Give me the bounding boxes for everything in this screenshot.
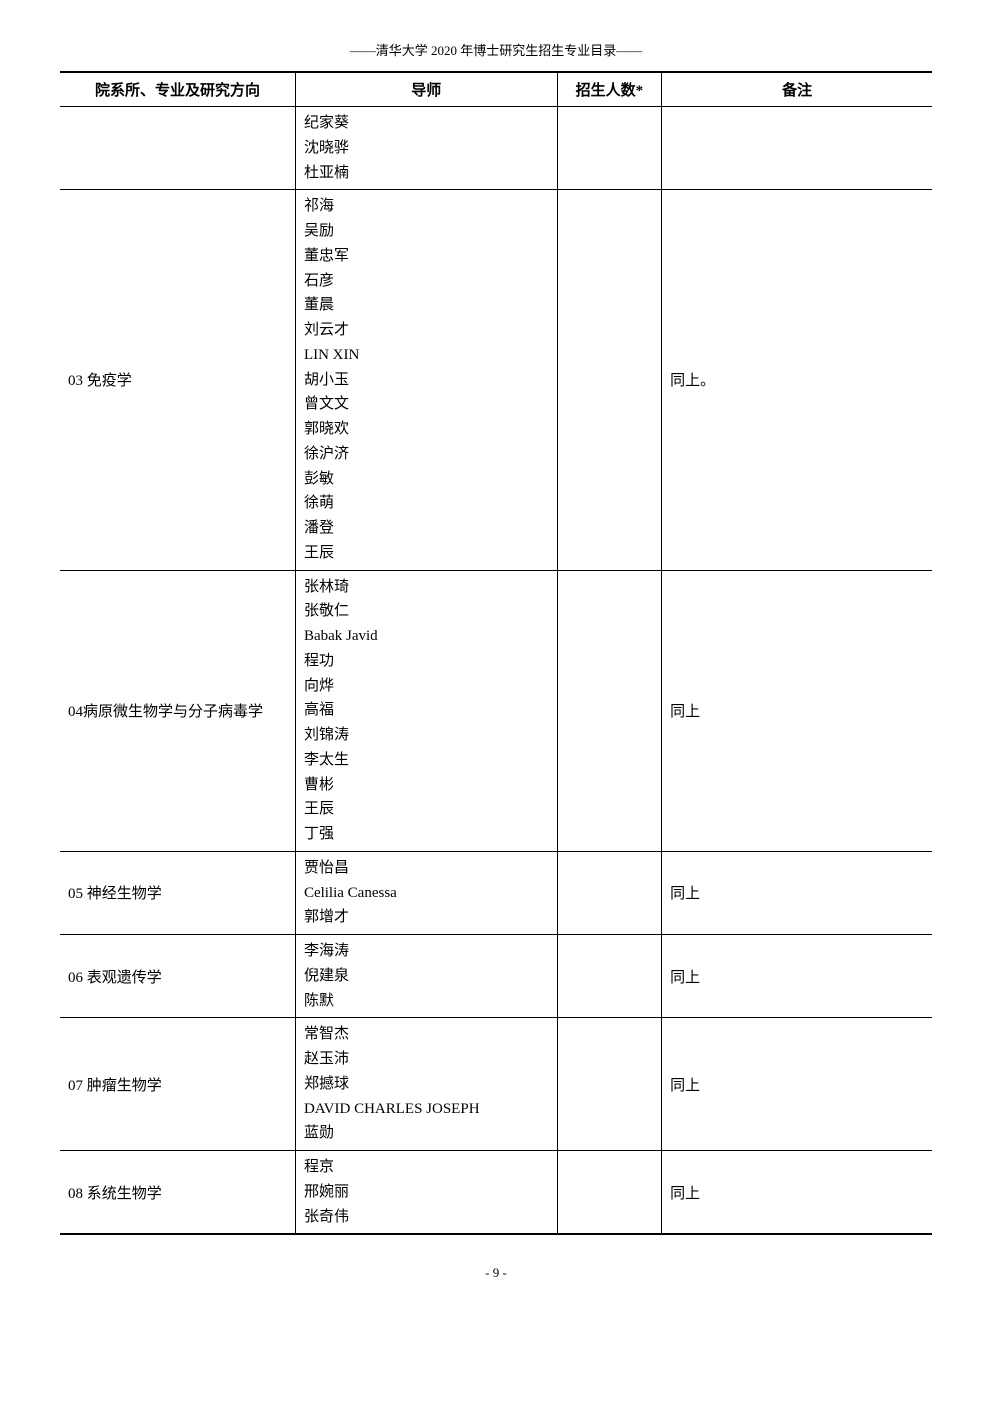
- advisor-name: 陈默: [304, 989, 549, 1014]
- advisor-name: 董忠军: [304, 244, 549, 269]
- advisor-name: 石彦: [304, 269, 549, 294]
- advisor-name: 丁强: [304, 822, 549, 847]
- cell-advisor: 程京邢婉丽张奇伟: [295, 1151, 557, 1235]
- advisor-name: 郑撼球: [304, 1072, 549, 1097]
- advisor-name: 张林琦: [304, 575, 549, 600]
- advisor-name: Celilia Canessa: [304, 881, 549, 906]
- cell-remark: 同上: [662, 570, 932, 851]
- cell-advisor: 祁海吴励董忠军石彦董晨刘云才LIN XIN胡小玉曾文文郭晓欢徐沪济彭敏徐萌潘登王…: [295, 190, 557, 570]
- advisor-name: 赵玉沛: [304, 1047, 549, 1072]
- advisor-name: 常智杰: [304, 1022, 549, 1047]
- advisor-name: 程京: [304, 1155, 549, 1180]
- advisor-name: DAVID CHARLES JOSEPH: [304, 1097, 549, 1122]
- cell-enroll: [557, 1151, 662, 1235]
- page-footer: - 9 -: [60, 1265, 932, 1281]
- cell-advisor: 常智杰赵玉沛郑撼球DAVID CHARLES JOSEPH蓝勋: [295, 1018, 557, 1151]
- cell-advisor: 纪家葵沈晓骅杜亚楠: [295, 107, 557, 190]
- advisor-name: 蓝勋: [304, 1121, 549, 1146]
- advisor-name: Babak Javid: [304, 624, 549, 649]
- table-row: 03 免疫学祁海吴励董忠军石彦董晨刘云才LIN XIN胡小玉曾文文郭晓欢徐沪济彭…: [60, 190, 932, 570]
- cell-dept: 05 神经生物学: [60, 851, 295, 934]
- table-header-row: 院系所、专业及研究方向 导师 招生人数* 备注: [60, 72, 932, 107]
- col-header-remark: 备注: [662, 72, 932, 107]
- advisor-name: 徐沪济: [304, 442, 549, 467]
- col-header-dept: 院系所、专业及研究方向: [60, 72, 295, 107]
- cell-remark: 同上: [662, 935, 932, 1018]
- advisor-name: 李海涛: [304, 939, 549, 964]
- advisor-name: 郭晓欢: [304, 417, 549, 442]
- cell-remark: 同上: [662, 1018, 932, 1151]
- cell-remark: 同上: [662, 1151, 932, 1235]
- advisor-name: 刘云才: [304, 318, 549, 343]
- cell-dept: 07 肿瘤生物学: [60, 1018, 295, 1151]
- advisor-name: 张奇伟: [304, 1205, 549, 1230]
- table-row: 06 表观遗传学李海涛倪建泉陈默 同上: [60, 935, 932, 1018]
- advisor-name: 曾文文: [304, 392, 549, 417]
- advisor-name: 邢婉丽: [304, 1180, 549, 1205]
- advisor-name: 程功: [304, 649, 549, 674]
- advisor-name: 刘锦涛: [304, 723, 549, 748]
- cell-dept: 04病原微生物学与分子病毒学: [60, 570, 295, 851]
- advisor-name: 向烨: [304, 674, 549, 699]
- advisor-name: 杜亚楠: [304, 161, 549, 186]
- cell-remark: 同上。: [662, 190, 932, 570]
- advisor-name: 潘登: [304, 516, 549, 541]
- page-header: ——清华大学 2020 年博士研究生招生专业目录——: [60, 40, 932, 59]
- cell-enroll: [557, 935, 662, 1018]
- advisor-name: 董晨: [304, 293, 549, 318]
- cell-enroll: [557, 851, 662, 934]
- table-row: 07 肿瘤生物学常智杰赵玉沛郑撼球DAVID CHARLES JOSEPH蓝勋同…: [60, 1018, 932, 1151]
- cell-advisor: 贾怡昌Celilia Canessa郭增才: [295, 851, 557, 934]
- advisor-name: 郭增才: [304, 905, 549, 930]
- cell-remark: [662, 107, 932, 190]
- cell-enroll: [557, 190, 662, 570]
- advisor-name: 高福: [304, 698, 549, 723]
- table-row: 纪家葵沈晓骅杜亚楠: [60, 107, 932, 190]
- cell-remark: 同上: [662, 851, 932, 934]
- advisor-name: LIN XIN: [304, 343, 549, 368]
- cell-dept: [60, 107, 295, 190]
- advisor-name: 纪家葵: [304, 111, 549, 136]
- table-row: 08 系统生物学程京邢婉丽张奇伟 同上: [60, 1151, 932, 1235]
- cell-enroll: [557, 1018, 662, 1151]
- advisor-name: 李太生: [304, 748, 549, 773]
- cell-enroll: [557, 107, 662, 190]
- col-header-advisor: 导师: [295, 72, 557, 107]
- cell-dept: 06 表观遗传学: [60, 935, 295, 1018]
- cell-dept: 03 免疫学: [60, 190, 295, 570]
- cell-advisor: 李海涛倪建泉陈默: [295, 935, 557, 1018]
- cell-enroll: [557, 570, 662, 851]
- catalog-table: 院系所、专业及研究方向 导师 招生人数* 备注 纪家葵沈晓骅杜亚楠03 免疫学祁…: [60, 71, 932, 1235]
- advisor-name: 贾怡昌: [304, 856, 549, 881]
- advisor-name: 王辰: [304, 797, 549, 822]
- advisor-name: 曹彬: [304, 773, 549, 798]
- col-header-enroll: 招生人数*: [557, 72, 662, 107]
- advisor-name: 吴励: [304, 219, 549, 244]
- advisor-name: 沈晓骅: [304, 136, 549, 161]
- advisor-name: 倪建泉: [304, 964, 549, 989]
- advisor-name: 王辰: [304, 541, 549, 566]
- table-row: 04病原微生物学与分子病毒学张林琦张敬仁Babak Javid程功向烨高福刘锦涛…: [60, 570, 932, 851]
- cell-dept: 08 系统生物学: [60, 1151, 295, 1235]
- advisor-name: 张敬仁: [304, 599, 549, 624]
- advisor-name: 祁海: [304, 194, 549, 219]
- cell-advisor: 张林琦张敬仁Babak Javid程功向烨高福刘锦涛李太生曹彬王辰丁强: [295, 570, 557, 851]
- advisor-name: 彭敏: [304, 467, 549, 492]
- advisor-name: 胡小玉: [304, 368, 549, 393]
- table-row: 05 神经生物学贾怡昌Celilia Canessa郭增才 同上: [60, 851, 932, 934]
- advisor-name: 徐萌: [304, 491, 549, 516]
